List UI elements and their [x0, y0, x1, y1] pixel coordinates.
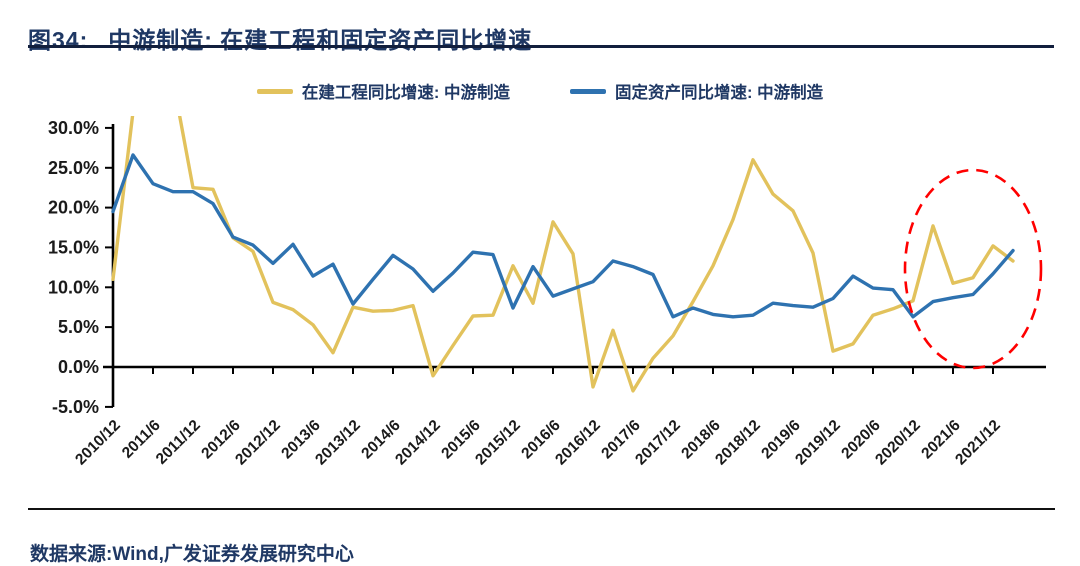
series-line-0	[111, 116, 1015, 393]
x-axis-label: 2012/12	[232, 417, 284, 469]
legend-swatch-1	[570, 88, 606, 94]
x-axis-label: 2018/12	[712, 417, 764, 469]
x-axis-label: 2013/12	[312, 417, 364, 469]
y-axis-label: 25.0%	[48, 158, 99, 178]
y-axis-label: 15.0%	[48, 237, 99, 257]
x-axis-label: 2014/12	[392, 417, 444, 469]
data-source: 数据来源:Wind,广发证券发展研究中心	[30, 544, 354, 565]
figure-title-text: 中游制造: 在建工程和固定资产同比增速	[108, 27, 533, 54]
legend-item-0: 在建工程同比增速: 中游制造	[256, 79, 510, 103]
page-title: 图34: 中游制造: 在建工程和固定资产同比增速	[28, 21, 532, 55]
y-axis-label: 0.0%	[58, 357, 99, 377]
highlight-ellipse	[903, 168, 1043, 370]
legend-item-1: 固定资产同比增速: 中游制造	[570, 79, 823, 103]
figure-number: 图34:	[28, 27, 89, 54]
x-axis-label: 2019/12	[792, 417, 844, 469]
series-line-1	[111, 153, 1015, 319]
legend-label-1: 固定资产同比增速: 中游制造	[615, 84, 824, 102]
y-axis-label: 20.0%	[48, 198, 99, 218]
chart-legend: 在建工程同比增速: 中游制造 固定资产同比增速: 中游制造	[0, 79, 1080, 103]
legend-label-0: 在建工程同比增速: 中游制造	[301, 84, 510, 102]
y-axis-label: 5.0%	[58, 317, 99, 337]
legend-swatch-0	[256, 88, 293, 94]
x-axis-label: 2011/12	[153, 417, 204, 468]
x-axis-label: 2015/12	[472, 417, 524, 469]
x-axis-label: 2017/12	[632, 417, 684, 469]
y-axis-label: 10.0%	[48, 277, 99, 297]
footer-divider	[28, 508, 1055, 510]
x-axis-label: 2020/12	[872, 417, 924, 469]
x-axis-label: 2016/12	[552, 417, 604, 469]
x-axis-label: 2021/12	[952, 417, 1004, 469]
y-axis-label: -5.0%	[52, 397, 99, 417]
y-axis-label: 30.0%	[48, 118, 99, 138]
title-underline	[28, 45, 1054, 48]
x-axis-label: 2010/12	[72, 417, 124, 469]
